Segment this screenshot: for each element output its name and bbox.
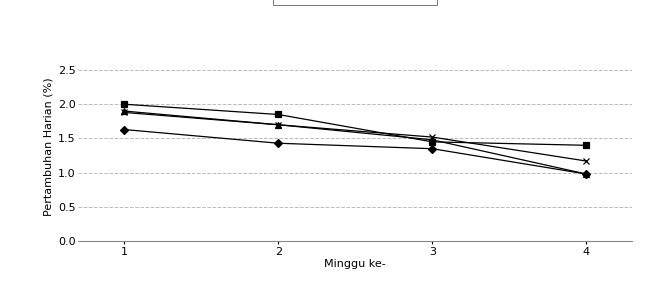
Y-axis label: Pertambuhan Harian (%): Pertambuhan Harian (%) <box>44 78 53 216</box>
Legend: A, B, C, D: A, B, C, D <box>273 0 437 5</box>
X-axis label: Minggu ke-: Minggu ke- <box>325 259 386 269</box>
